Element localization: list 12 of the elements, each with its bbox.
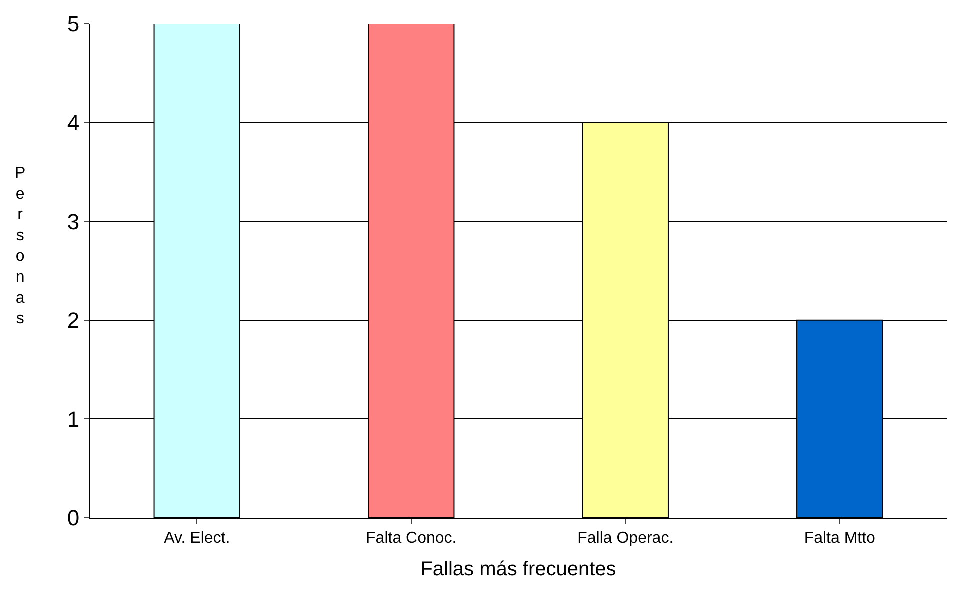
x-tick-label: Falta Mtto [804,530,876,548]
y-tick-label: 5 [67,12,80,37]
y-tick-label: 3 [67,209,80,234]
y-tick-label: 0 [67,506,80,531]
y-tick-label: 2 [67,308,80,334]
x-tick-label: Falla Operac. [578,530,674,548]
x-tick-label: Falta Conoc. [366,530,457,548]
x-tick-label: Av. Elect. [164,530,230,548]
x-axis-title: Fallas más frecuentes [420,558,616,581]
y-tick-label: 4 [67,110,80,136]
y-axis-title: Personas [15,165,26,328]
y-tick-label: 1 [67,406,80,432]
